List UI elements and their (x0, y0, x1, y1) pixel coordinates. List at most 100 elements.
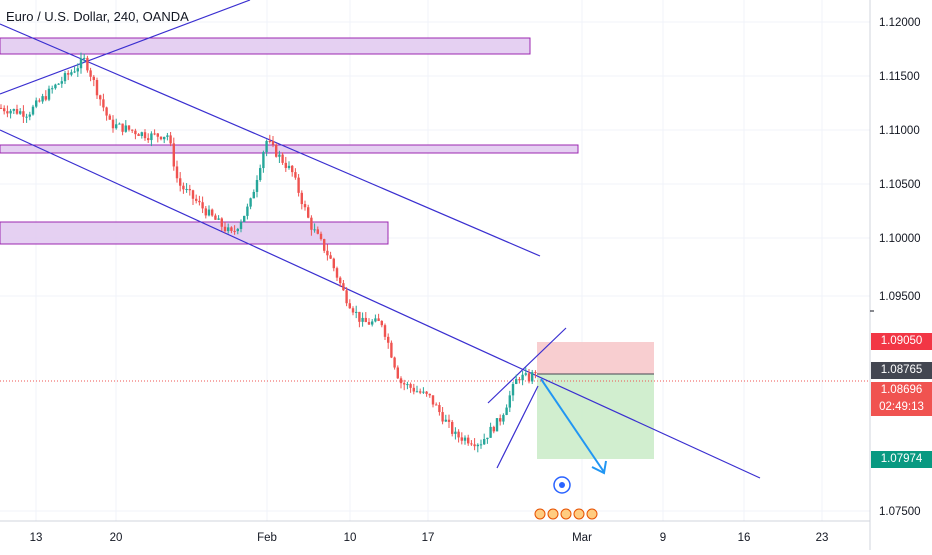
candle-body (451, 421, 454, 434)
candle-body (57, 83, 60, 85)
candle-body (422, 391, 425, 393)
candle-body (419, 391, 422, 393)
flag-event-marker (534, 508, 546, 520)
candle-body (307, 207, 310, 218)
candle-body (134, 130, 137, 135)
candle-body (518, 379, 521, 381)
candle-body (6, 111, 9, 114)
x-tick-label: 10 (344, 532, 357, 544)
candle-body (310, 217, 313, 230)
candle-body (179, 178, 182, 186)
candle-body (329, 255, 332, 259)
candle-body (0, 107, 3, 109)
horizontal-zone-rectangle (0, 144, 579, 154)
candle-body (140, 132, 143, 136)
candle-body (428, 393, 431, 396)
candle-body (377, 318, 380, 321)
target-price: 1.07974 (880, 453, 923, 465)
candle-body (108, 115, 111, 120)
candle-body (265, 140, 268, 153)
candle-body (425, 391, 428, 394)
candle-body (198, 200, 201, 203)
candle-body (431, 395, 435, 405)
flag-event-marker (547, 508, 559, 520)
candle-body (323, 239, 326, 251)
candle-body (127, 125, 131, 130)
candle-body (303, 204, 307, 208)
candle-body (262, 152, 265, 169)
candle-body (460, 437, 463, 441)
x-tick-label: 17 (422, 532, 435, 544)
candle-body (291, 165, 294, 173)
candle-body (60, 81, 63, 84)
candle-body (396, 367, 399, 379)
flag-event-marker (573, 508, 585, 520)
candle-body (300, 192, 303, 205)
candle-body (435, 404, 438, 406)
candle-body (284, 162, 287, 168)
candle-body (44, 96, 47, 100)
candle-body (166, 135, 169, 137)
horizontal-zone-rectangle (0, 221, 389, 245)
candle-body (406, 384, 409, 386)
candle-body (217, 218, 220, 220)
candle-body (188, 188, 191, 191)
candle-body (79, 58, 83, 69)
candle-body (67, 73, 70, 75)
candle-body (163, 136, 166, 140)
stop-loss-zone (537, 342, 654, 374)
x-tick-label: Feb (257, 532, 277, 544)
candle-body (364, 317, 367, 323)
candle-body (502, 414, 505, 422)
candle-body (505, 407, 508, 415)
stop-loss-price-tag: 1.09050 (871, 333, 932, 350)
candle-body (156, 133, 159, 137)
candle-body (15, 109, 19, 114)
candle-body (383, 325, 387, 337)
candle-body (137, 134, 140, 136)
candle-body (169, 135, 172, 144)
candle-body (252, 191, 255, 199)
candle-body (342, 283, 345, 291)
candle-body (131, 129, 134, 131)
candle-body (102, 99, 105, 108)
candle-body (467, 437, 470, 444)
candle-body (511, 384, 515, 396)
candle-body (358, 311, 361, 322)
candle-body (95, 79, 99, 96)
candle-body (515, 379, 518, 385)
candle-body (489, 426, 492, 438)
candle-body (159, 136, 163, 140)
candle-body (412, 387, 415, 392)
candle-body (35, 100, 38, 107)
stop-loss-price: 1.09050 (880, 335, 923, 347)
trend-line (496, 385, 539, 469)
candle-body (63, 73, 67, 82)
entry-price-tag: 1.08765 (871, 362, 932, 379)
candle-body (287, 165, 291, 168)
candle-body (223, 226, 227, 232)
candle-body (150, 133, 153, 141)
candle-body (51, 88, 54, 90)
candle-body (447, 419, 451, 422)
candle-body (239, 222, 243, 229)
candle-body (227, 227, 230, 232)
y-tick-label: 1.10500 (879, 179, 921, 191)
candle-body (38, 100, 41, 102)
candle-body (508, 395, 511, 408)
candle-body (121, 123, 124, 132)
candle-body (204, 208, 207, 216)
candle-body (495, 418, 499, 432)
x-tick-label: Mar (572, 532, 592, 544)
candle-body (399, 378, 403, 384)
forecast-arrow-line (540, 378, 605, 473)
candle-body (348, 303, 351, 309)
y-tick-label: 1.11500 (879, 71, 920, 83)
candle-body (499, 418, 502, 422)
candle-body (361, 317, 364, 322)
horizontal-zone-rectangle (0, 37, 531, 55)
candle-body (441, 412, 444, 422)
candle-body (390, 342, 393, 358)
